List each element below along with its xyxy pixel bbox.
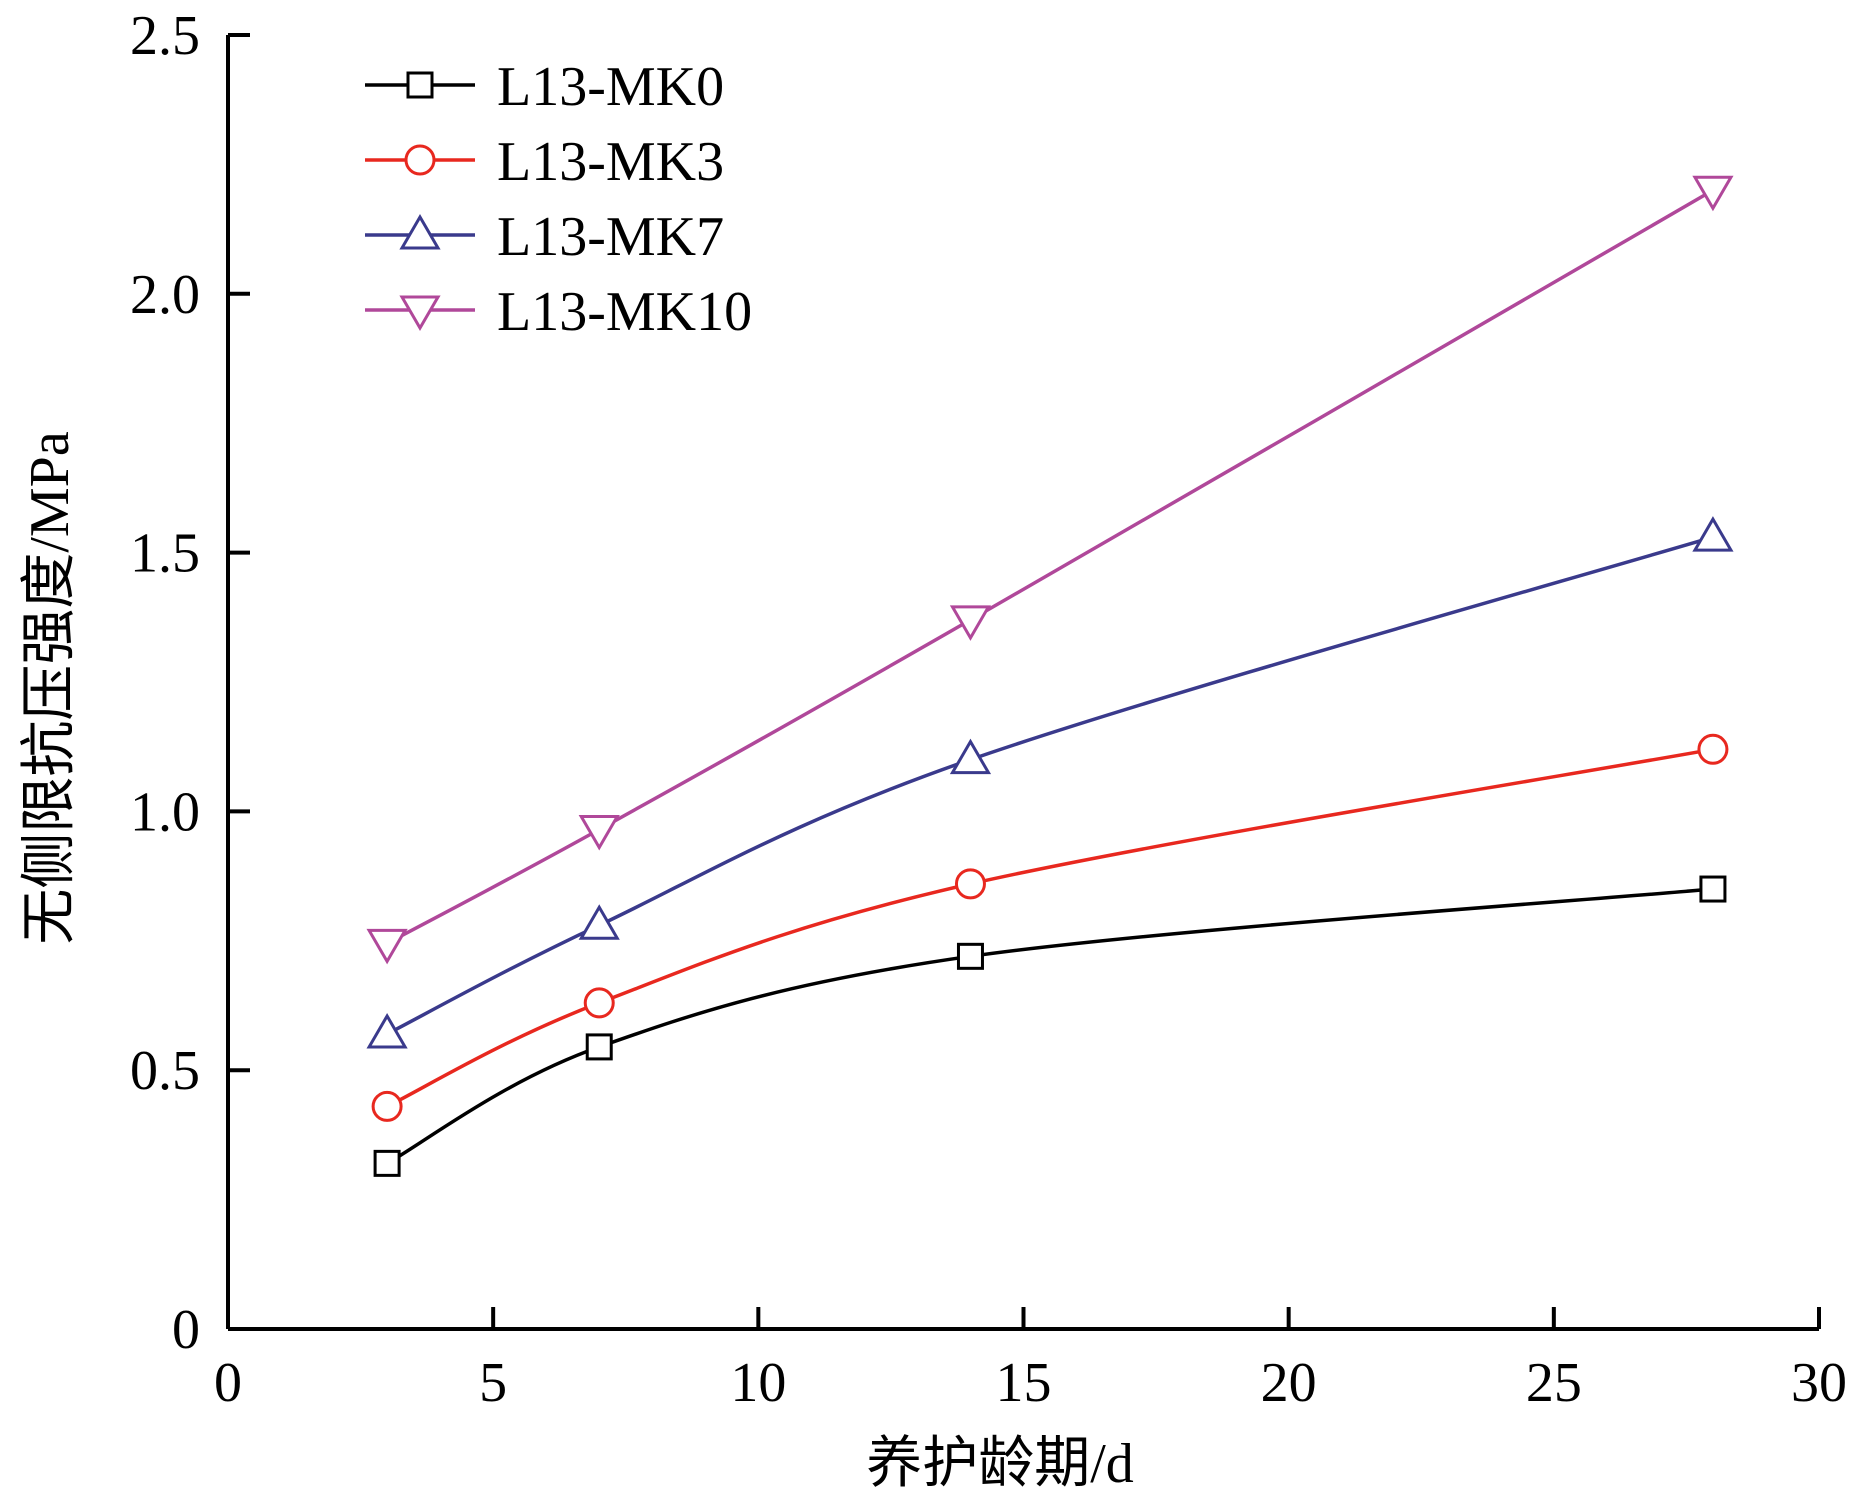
legend-marker [399, 214, 441, 250]
series-l13-mk7 [366, 516, 1734, 1049]
x-tick-label: 5 [479, 1352, 507, 1414]
legend: L13-MK0 L13-MK3 L13-MK7 L13-MK10 [365, 56, 752, 343]
y-axis-title: 无侧限抗压强度/MPa [19, 431, 81, 944]
legend-label: L13-MK10 [497, 281, 752, 343]
series-layer [366, 175, 1734, 1177]
series-line [386, 887, 1714, 1165]
x-tick-label: 15 [996, 1352, 1052, 1414]
legend-label: L13-MK3 [497, 131, 724, 193]
x-tick-label: 25 [1526, 1352, 1582, 1414]
y-tick-label: 1.5 [130, 523, 200, 585]
series-line [386, 747, 1714, 1109]
series-line [386, 535, 1714, 1036]
x-tick-label: 10 [730, 1352, 786, 1414]
legend-marker [399, 295, 441, 331]
x-tick-label: 20 [1261, 1352, 1317, 1414]
data-point [949, 605, 992, 641]
data-point [949, 738, 992, 775]
legend-item: L13-MK0 [365, 56, 724, 118]
data-point [366, 928, 408, 965]
data-point [1699, 875, 1727, 903]
series-l13-mk3 [371, 733, 1729, 1122]
data-point [956, 942, 984, 970]
x-tick-label: 0 [214, 1352, 242, 1414]
series-l13-mk10 [366, 175, 1734, 965]
data-point [585, 1033, 613, 1061]
legend-label: L13-MK0 [497, 56, 724, 118]
y-tick-label: 2.5 [130, 5, 200, 67]
y-tick-label: 2.0 [130, 264, 200, 326]
data-point [954, 868, 986, 900]
series-line [386, 188, 1714, 945]
x-tick-label: 30 [1791, 1352, 1847, 1414]
legend-label: L13-MK7 [497, 206, 724, 268]
series-l13-mk0 [373, 875, 1727, 1177]
data-point [373, 1149, 401, 1177]
data-point [583, 987, 615, 1019]
x-axis-title: 养护龄期/d [866, 1433, 1134, 1495]
legend-item: L13-MK3 [365, 131, 724, 193]
data-point [1692, 516, 1734, 552]
legend-item: L13-MK10 [365, 281, 752, 343]
legend-marker [404, 144, 436, 176]
data-point [366, 1012, 408, 1049]
y-tick-label: 0.5 [130, 1040, 200, 1102]
axes: 0 5 10 15 20 25 30 0 0.5 1.0 1.5 2.0 2.5 [130, 5, 1847, 1414]
legend-item: L13-MK7 [365, 206, 724, 268]
legend-marker [406, 71, 434, 99]
data-point [1697, 733, 1729, 765]
y-tick-label: 0 [172, 1299, 200, 1361]
data-point [578, 904, 620, 940]
y-tick-label: 1.0 [130, 781, 200, 843]
data-point [1692, 175, 1734, 212]
data-point [371, 1090, 403, 1122]
data-point [578, 815, 620, 851]
